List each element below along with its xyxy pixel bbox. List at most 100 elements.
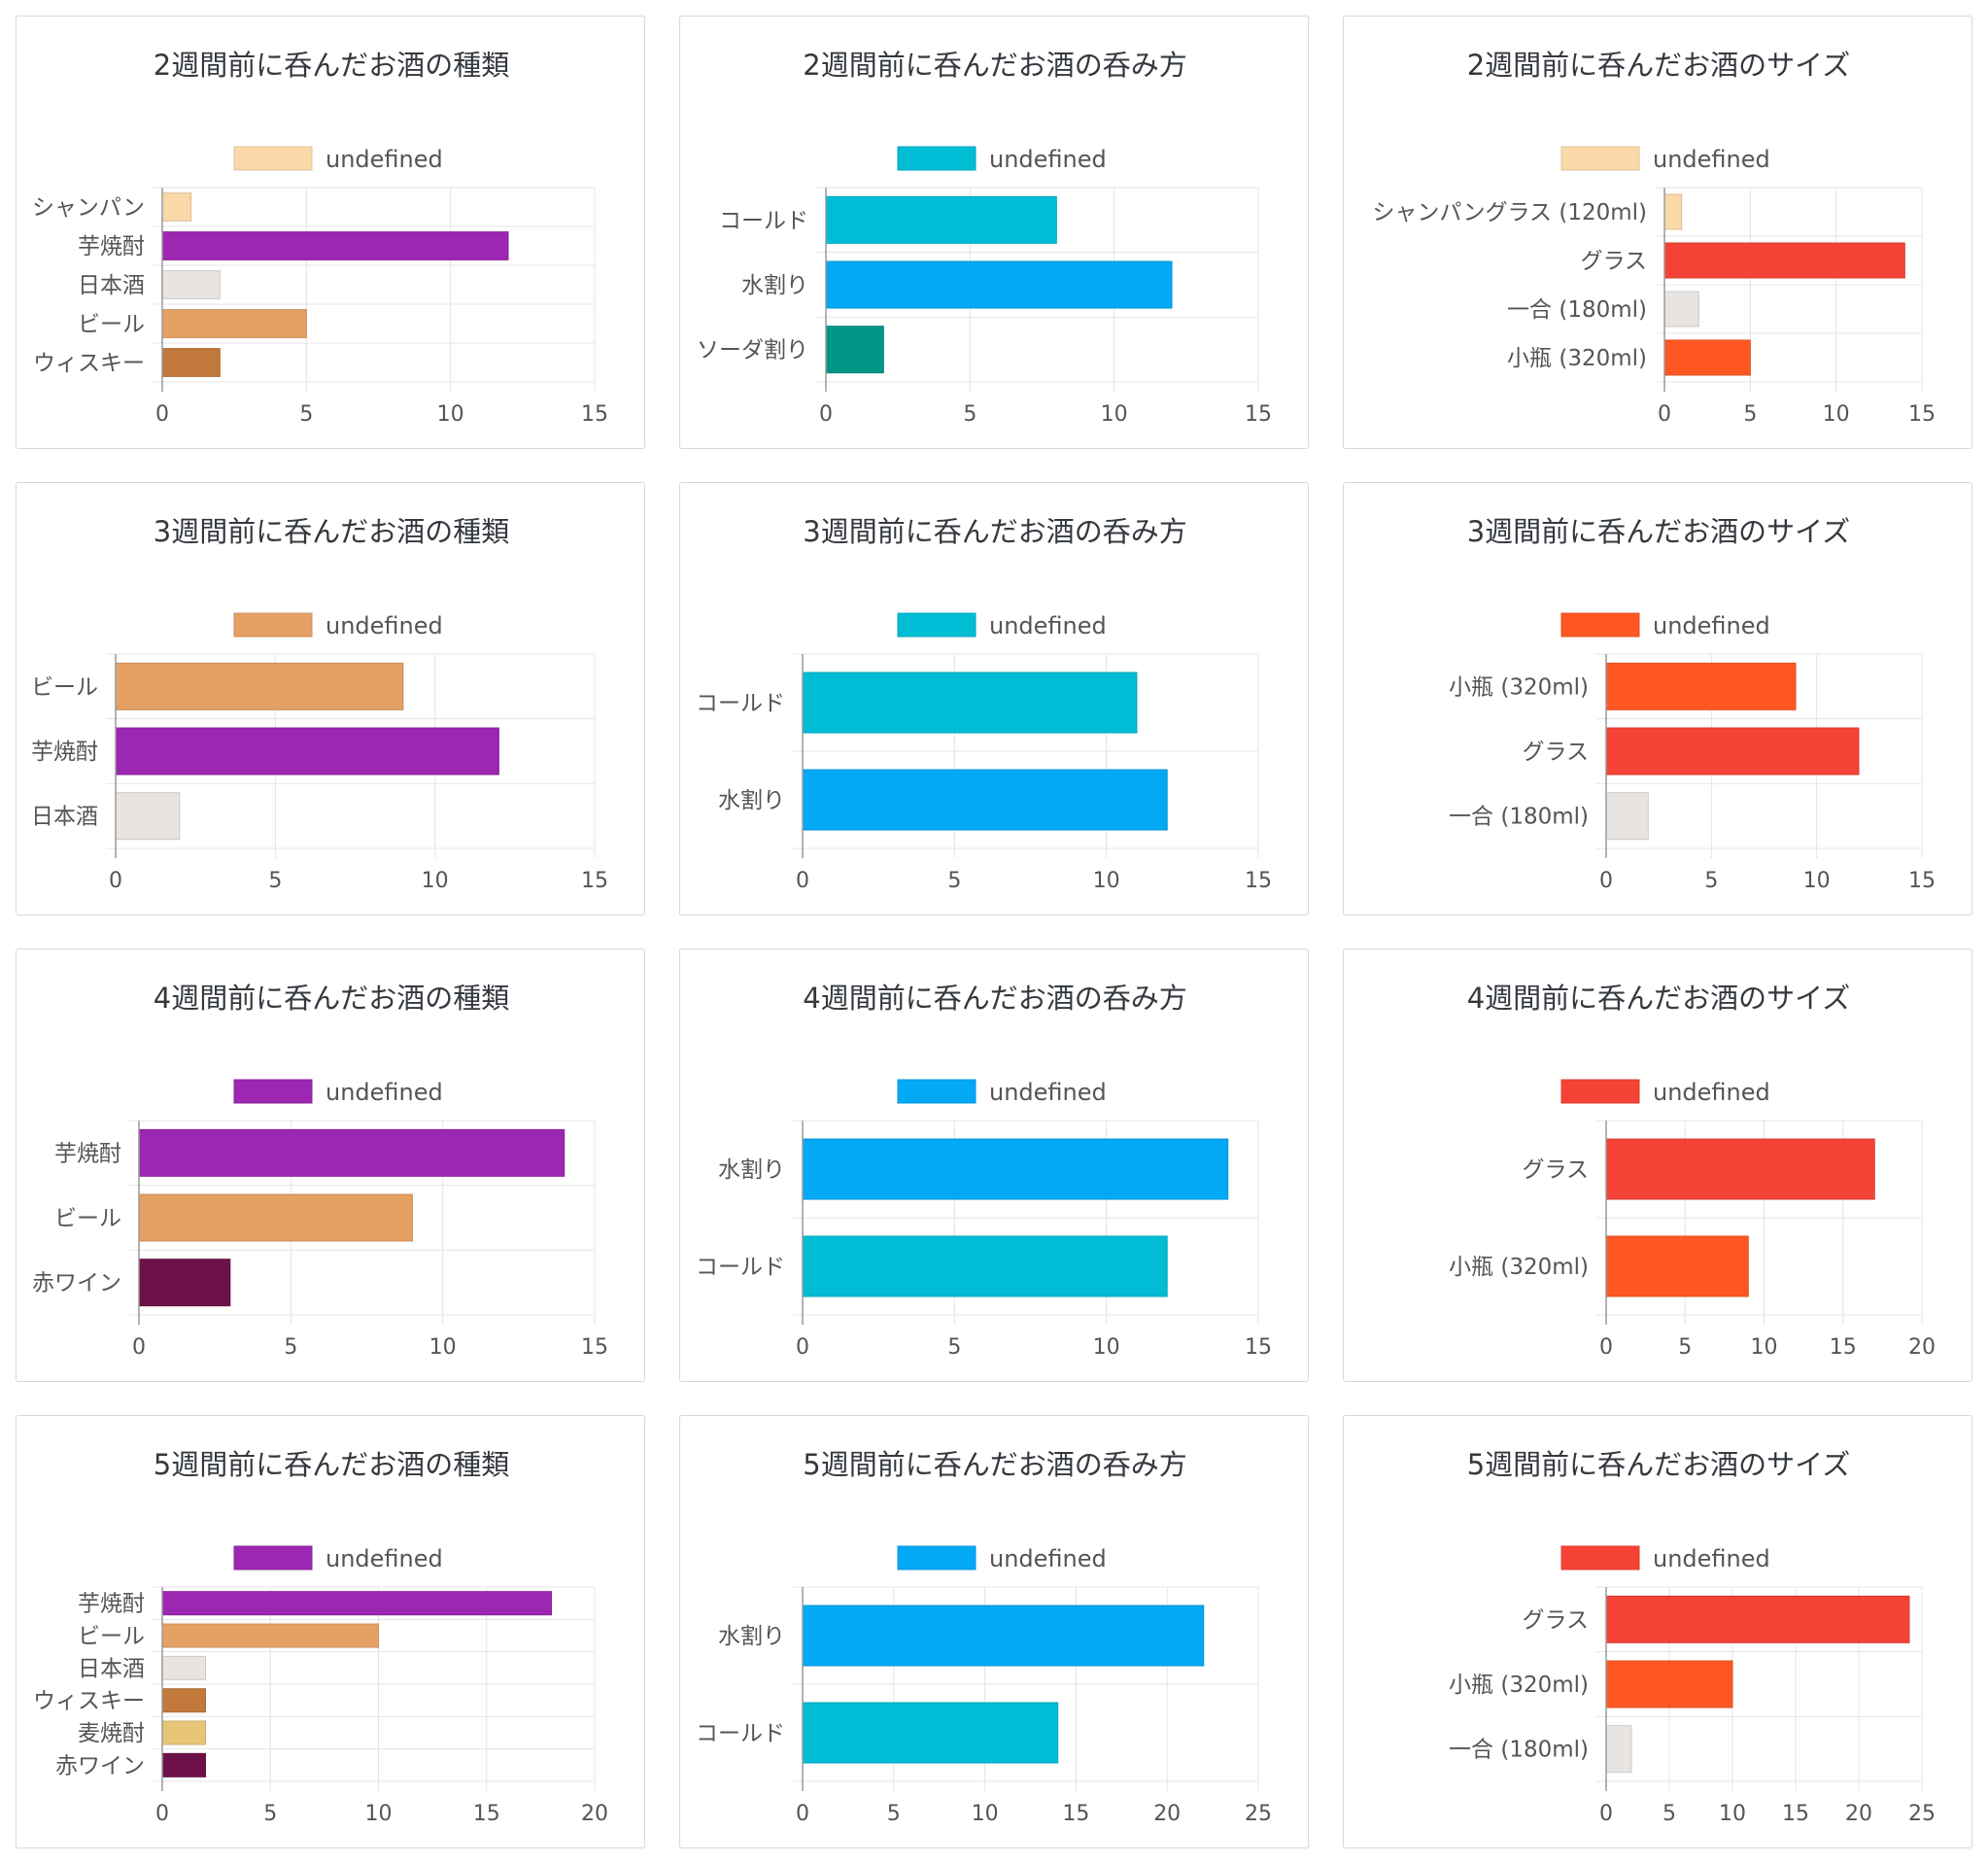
bar[interactable] bbox=[161, 231, 509, 260]
category-label: 日本酒 bbox=[78, 1656, 145, 1681]
bar[interactable] bbox=[138, 1259, 231, 1307]
category-label: ビール bbox=[31, 674, 98, 700]
chart-title: 2週間前に呑んだお酒のサイズ bbox=[1467, 49, 1851, 82]
bar[interactable] bbox=[1605, 792, 1649, 841]
x-tick-label: 10 bbox=[422, 869, 449, 893]
bar[interactable] bbox=[1605, 662, 1797, 710]
legend[interactable]: undefined bbox=[1560, 1545, 1770, 1572]
category-label: グラス bbox=[1580, 249, 1647, 274]
bar[interactable] bbox=[161, 1623, 379, 1648]
bar[interactable] bbox=[802, 1702, 1059, 1764]
x-tick-label: 15 bbox=[581, 869, 608, 893]
bar[interactable] bbox=[115, 727, 499, 776]
legend[interactable]: undefined bbox=[1560, 1079, 1770, 1106]
bar[interactable] bbox=[1663, 291, 1699, 328]
x-tick-label: 15 bbox=[1245, 402, 1272, 427]
x-tick-label: 25 bbox=[1908, 1802, 1936, 1826]
bar[interactable] bbox=[802, 672, 1138, 734]
legend[interactable]: undefined bbox=[897, 146, 1107, 173]
bar[interactable] bbox=[1605, 1595, 1910, 1643]
category-label: グラス bbox=[1522, 1607, 1589, 1633]
legend[interactable]: undefined bbox=[233, 146, 443, 173]
legend[interactable]: undefined bbox=[897, 1545, 1107, 1572]
category-label: 水割り bbox=[741, 273, 808, 298]
bar[interactable] bbox=[802, 769, 1168, 831]
legend[interactable]: undefined bbox=[233, 1079, 443, 1106]
bar[interactable] bbox=[161, 1752, 206, 1778]
chart-card: 4週間前に呑んだお酒の種類 undefined 芋焼酎 ビール 赤ワイン 0 5 10 15 bbox=[16, 949, 645, 1382]
chart-title: 3週間前に呑んだお酒の種類 bbox=[154, 515, 509, 548]
bar[interactable] bbox=[1663, 193, 1683, 230]
bar[interactable] bbox=[115, 662, 404, 710]
bar[interactable] bbox=[802, 1235, 1168, 1297]
chart-card: 3週間前に呑んだお酒の呑み方 undefined コールド 水割り 0 5 10 15 bbox=[679, 482, 1309, 915]
category-label: 水割り bbox=[718, 1157, 785, 1183]
legend[interactable]: undefined bbox=[233, 612, 443, 639]
x-tick-label: 15 bbox=[581, 1335, 608, 1360]
chart-card: 5週間前に呑んだお酒の種類 undefined 芋焼酎 ビール 日本酒 ウィスキー 麦焼酎赤… bbox=[16, 1415, 645, 1848]
x-tick-label: 5 bbox=[299, 402, 313, 427]
chart-title: 2週間前に呑んだお酒の呑み方 bbox=[803, 49, 1186, 82]
category-label: 芋焼酎 bbox=[78, 1592, 145, 1617]
bar[interactable] bbox=[825, 326, 884, 374]
x-tick-label: 15 bbox=[1245, 869, 1272, 893]
bar[interactable] bbox=[161, 309, 307, 338]
x-tick-label: 15 bbox=[1062, 1802, 1089, 1826]
bar[interactable] bbox=[161, 1720, 206, 1745]
x-tick-label: 20 bbox=[1908, 1335, 1936, 1360]
chart-card: 2週間前に呑んだお酒の種類 undefined シャンパン 芋焼酎 日本酒 ビール ウィスキ… bbox=[16, 16, 645, 449]
x-tick-label: 5 bbox=[1743, 402, 1757, 427]
bar[interactable] bbox=[802, 1605, 1205, 1667]
legend-swatch bbox=[233, 146, 313, 171]
chart-card: 2週間前に呑んだお酒のサイズ undefined シャンパングラス (120ml) グ… bbox=[1343, 16, 1972, 449]
legend[interactable]: undefined bbox=[1560, 146, 1770, 173]
bar[interactable] bbox=[138, 1193, 413, 1242]
bar[interactable] bbox=[1605, 1725, 1632, 1774]
category-label: ビール bbox=[78, 312, 145, 337]
category-label: ビール bbox=[78, 1624, 145, 1649]
category-label: 水割り bbox=[718, 1624, 785, 1649]
category-label: 一合 (180ml) bbox=[1449, 805, 1589, 830]
legend[interactable]: undefined bbox=[897, 1079, 1107, 1106]
x-tick-label: 5 bbox=[1678, 1335, 1692, 1360]
legend[interactable]: undefined bbox=[897, 612, 1107, 639]
legend-label: undefined bbox=[326, 146, 443, 173]
bar[interactable] bbox=[115, 792, 181, 841]
category-label: コールド bbox=[696, 1255, 785, 1280]
bar[interactable] bbox=[1605, 1138, 1875, 1200]
x-tick-label: 0 bbox=[155, 1802, 169, 1826]
bar[interactable] bbox=[161, 1591, 552, 1616]
bar[interactable] bbox=[802, 1138, 1229, 1200]
x-tick-label: 10 bbox=[365, 1802, 393, 1826]
bar[interactable] bbox=[161, 348, 221, 377]
legend-swatch bbox=[1560, 612, 1640, 638]
bar[interactable] bbox=[161, 270, 221, 299]
bar[interactable] bbox=[825, 260, 1173, 309]
bar[interactable] bbox=[161, 192, 192, 222]
category-label: シャンパングラス (120ml) bbox=[1372, 200, 1647, 225]
legend[interactable]: undefined bbox=[1560, 612, 1770, 639]
bar[interactable] bbox=[161, 1655, 206, 1680]
bar[interactable] bbox=[1663, 242, 1905, 279]
bar[interactable] bbox=[1605, 1235, 1749, 1297]
category-label: シャンパン bbox=[32, 195, 145, 221]
bar[interactable] bbox=[825, 195, 1057, 244]
bar[interactable] bbox=[1605, 1660, 1733, 1709]
bar[interactable] bbox=[161, 1688, 206, 1713]
x-tick-label: 10 bbox=[1751, 1335, 1778, 1360]
bar[interactable] bbox=[138, 1128, 566, 1177]
bar[interactable] bbox=[1663, 339, 1751, 376]
x-tick-label: 15 bbox=[1245, 1335, 1272, 1360]
bar-chart: 5週間前に呑んだお酒の種類 undefined 芋焼酎ビール日本酒ウィスキー麦焼酎赤… bbox=[33, 1448, 608, 1826]
x-tick-label: 0 bbox=[1658, 402, 1671, 427]
category-label: グラス bbox=[1522, 740, 1589, 765]
x-tick-label: 25 bbox=[1245, 1802, 1272, 1826]
bar[interactable] bbox=[1605, 727, 1860, 776]
x-tick-label: 5 bbox=[947, 869, 961, 893]
legend[interactable]: undefined bbox=[233, 1545, 443, 1572]
